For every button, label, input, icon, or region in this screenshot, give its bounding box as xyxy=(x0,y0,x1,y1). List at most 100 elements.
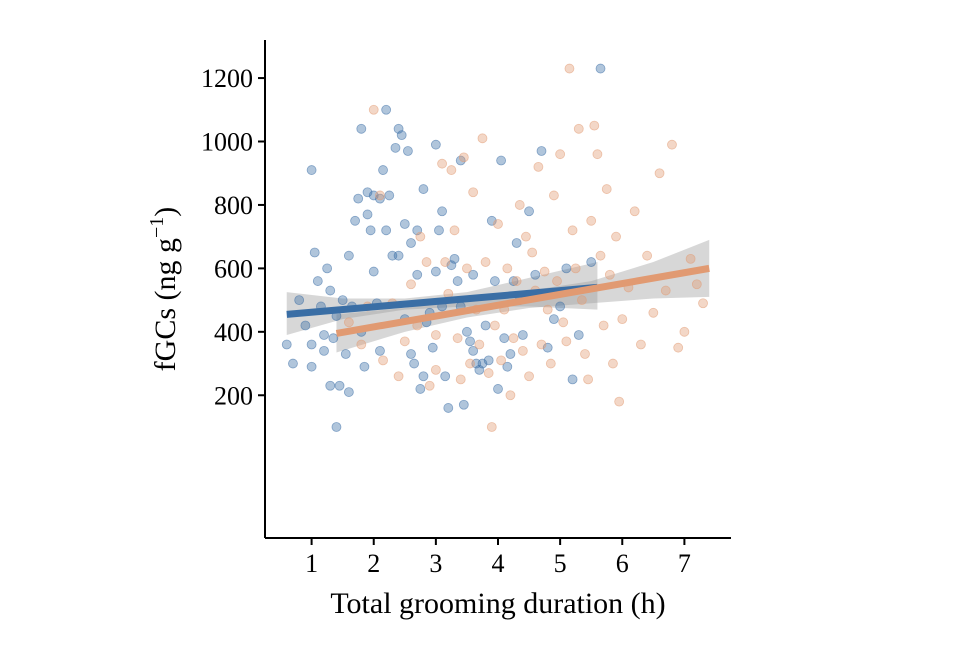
data-point-s1-88 xyxy=(502,361,513,372)
x-tick-label-7: 7 xyxy=(678,549,691,578)
data-point-s2-50 xyxy=(539,266,550,277)
data-point-s1-50 xyxy=(406,238,416,248)
data-point-s1-70 xyxy=(452,276,463,286)
data-point-s1-53 xyxy=(412,269,423,280)
data-point-s1-39 xyxy=(381,225,392,236)
data-point-s2-40 xyxy=(508,333,519,344)
data-point-s1-98 xyxy=(549,314,559,325)
data-point-s2-23 xyxy=(455,374,466,385)
y-tick-label-400: 400 xyxy=(214,318,253,347)
data-point-s1-101 xyxy=(567,374,578,385)
data-point-s2-77 xyxy=(629,206,640,217)
data-point-s1-61 xyxy=(430,139,441,150)
data-point-s2-30 xyxy=(477,133,488,144)
data-point-s1-2 xyxy=(288,358,298,369)
y-axis-title-main: fGCs (ng g xyxy=(149,238,182,371)
data-point-s1-30 xyxy=(362,187,373,198)
data-point-s2-18 xyxy=(440,257,451,267)
data-point-s1-27 xyxy=(356,123,367,134)
data-point-s2-4 xyxy=(368,104,379,115)
data-point-s1-81 xyxy=(480,320,491,331)
data-point-s2-61 xyxy=(573,123,584,134)
regression-line-2 xyxy=(335,264,710,337)
data-point-s1-95 xyxy=(530,269,541,280)
data-point-s2-66 xyxy=(589,120,600,131)
x-tick-label-1: 1 xyxy=(305,549,318,578)
data-point-s2-75 xyxy=(617,314,628,325)
data-point-s2-41 xyxy=(511,276,522,286)
data-point-s1-96 xyxy=(536,146,547,156)
data-point-s2-31 xyxy=(480,257,491,267)
data-point-s2-74 xyxy=(614,396,625,407)
data-point-s1-83 xyxy=(486,215,497,226)
data-point-s2-34 xyxy=(489,320,500,331)
data-point-s2-44 xyxy=(521,231,531,242)
data-point-s2-27 xyxy=(468,187,479,198)
data-point-s2-32 xyxy=(483,368,494,378)
data-point-s1-84 xyxy=(489,276,500,286)
data-point-s1-64 xyxy=(437,206,447,217)
data-point-s2-49 xyxy=(536,339,547,350)
data-point-s2-15 xyxy=(430,330,441,340)
data-point-s2-70 xyxy=(601,184,612,194)
data-point-s1-51 xyxy=(406,349,416,359)
data-point-s2-78 xyxy=(636,339,646,350)
data-point-s1-15 xyxy=(325,285,336,296)
data-point-s2-45 xyxy=(524,371,534,382)
data-point-s2-72 xyxy=(608,358,618,369)
data-point-s2-86 xyxy=(685,253,696,264)
data-point-s2-69 xyxy=(598,320,609,331)
data-point-s1-93 xyxy=(517,330,528,340)
data-point-s2-51 xyxy=(542,304,553,315)
data-point-s1-31 xyxy=(362,209,373,220)
data-point-s1-67 xyxy=(443,403,454,413)
data-point-s1-80 xyxy=(477,358,488,369)
x-ticks: 1 2 3 4 5 6 7 xyxy=(305,538,691,578)
data-point-s2-21 xyxy=(449,225,460,236)
data-point-s2-13 xyxy=(421,257,432,267)
data-point-s2-57 xyxy=(561,336,572,347)
data-point-s1-26 xyxy=(353,193,364,204)
data-point-s2-56 xyxy=(558,317,569,328)
data-point-s1-56 xyxy=(418,184,429,194)
data-point-s1-32 xyxy=(365,225,376,236)
data-point-s1-43 xyxy=(390,142,401,153)
data-point-s1-104 xyxy=(595,63,606,74)
data-point-s1-100 xyxy=(561,263,572,274)
data-point-s1-36 xyxy=(375,345,385,356)
data-point-s2-48 xyxy=(533,161,544,172)
y-ticks: 200 400 600 800 1000 1200 xyxy=(201,64,265,410)
data-point-s1-8 xyxy=(309,247,320,258)
data-point-s2-17 xyxy=(437,158,447,169)
data-point-s1-25 xyxy=(350,215,360,226)
y-tick-label-200: 200 xyxy=(214,381,253,410)
data-point-s2-29 xyxy=(474,339,485,350)
data-point-s1-52 xyxy=(409,358,420,369)
data-point-s2-38 xyxy=(502,263,513,274)
data-point-s2-60 xyxy=(570,263,581,274)
data-point-s2-22 xyxy=(452,333,463,344)
data-point-s1-22 xyxy=(343,387,354,397)
data-point-s1-102 xyxy=(573,330,584,340)
data-point-s1-14 xyxy=(325,380,336,391)
y-tick-label-600: 600 xyxy=(214,254,253,283)
data-point-s1-76 xyxy=(468,269,479,280)
data-point-s1-23 xyxy=(343,250,354,261)
data-point-s1-85 xyxy=(493,384,503,394)
data-point-s1-57 xyxy=(418,371,429,382)
data-point-s1-87 xyxy=(499,333,510,344)
data-point-s2-12 xyxy=(415,231,426,242)
data-point-s1-55 xyxy=(415,384,426,394)
y-axis-title-sup: −1 xyxy=(146,217,168,238)
data-point-s1-89 xyxy=(505,349,516,359)
data-point-s2-52 xyxy=(545,358,556,369)
data-point-s1-4 xyxy=(300,320,311,331)
data-point-s1-1 xyxy=(281,339,292,350)
x-axis-title: Total grooming duration (h) xyxy=(330,587,665,620)
data-point-s1-82 xyxy=(483,355,494,366)
data-point-s2-16 xyxy=(430,364,441,375)
data-point-s2-80 xyxy=(648,307,659,318)
data-point-s1-37 xyxy=(375,193,385,204)
data-point-s2-43 xyxy=(517,345,528,356)
data-point-s1-11 xyxy=(319,330,329,340)
